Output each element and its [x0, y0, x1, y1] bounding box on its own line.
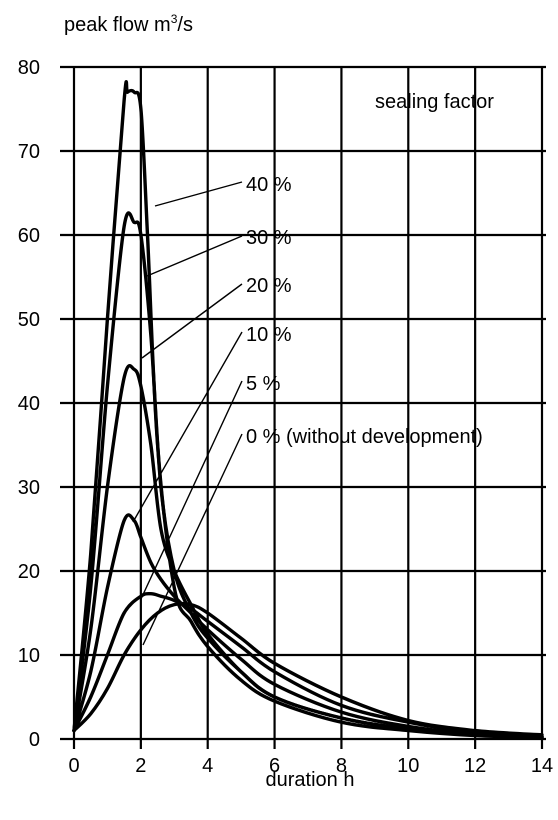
y-tick-label-30: 30	[18, 477, 40, 499]
leader-line-4	[140, 380, 243, 600]
series-line-2	[72, 364, 544, 739]
y-tick-label-60: 60	[18, 225, 40, 247]
x-tick-label-4: 4	[202, 755, 213, 777]
series-line-4	[72, 591, 544, 739]
series-line-3	[72, 513, 544, 739]
series-label-0: 40 %	[246, 174, 292, 196]
leader-line-0	[154, 181, 243, 207]
series-label-5: 0 % (without development)	[246, 426, 483, 448]
y-tick-label-40: 40	[18, 393, 40, 415]
series-label-2: 20 %	[246, 275, 292, 297]
leader-line-2	[141, 283, 243, 359]
series-label-4: 5 %	[246, 373, 281, 395]
leader-line-1	[146, 235, 243, 277]
y-axis-title-superscript: 3	[171, 12, 178, 26]
curves	[72, 80, 544, 739]
leader-line-3	[132, 331, 243, 523]
tick-labels: 0 10 20 30 40 50 60 70 80 0 2 4 6 8 10 12 14	[18, 57, 553, 777]
x-tick-label-14: 14	[531, 755, 553, 777]
series-line-5	[72, 601, 544, 737]
grid	[60, 65, 546, 749]
x-tick-label-10: 10	[397, 755, 419, 777]
series-label-1: 30 %	[246, 227, 292, 249]
y-tick-label-80: 80	[18, 57, 40, 79]
y-tick-label-10: 10	[18, 645, 40, 667]
series-label-3: 10 %	[246, 324, 292, 346]
series-labels: 40 % 30 % 20 % 10 % 5 % 0 % (without developm…	[246, 174, 483, 448]
y-axis-title: peak flow m3/s	[64, 12, 193, 36]
y-tick-label-0: 0	[29, 729, 40, 751]
x-tick-label-6: 6	[269, 755, 280, 777]
x-axis-title: duration h	[266, 769, 355, 791]
x-tick-label-2: 2	[135, 755, 146, 777]
y-tick-label-70: 70	[18, 141, 40, 163]
x-tick-label-8: 8	[336, 755, 347, 777]
y-axis-title-main: peak flow m	[64, 14, 171, 36]
y-tick-label-20: 20	[18, 561, 40, 583]
y-axis-title-unit: /s	[177, 14, 193, 36]
legend-title: sealing factor	[375, 91, 494, 113]
x-tick-label-0: 0	[68, 755, 79, 777]
series-line-1	[72, 211, 544, 739]
y-tick-label-50: 50	[18, 309, 40, 331]
x-tick-label-12: 12	[464, 755, 486, 777]
